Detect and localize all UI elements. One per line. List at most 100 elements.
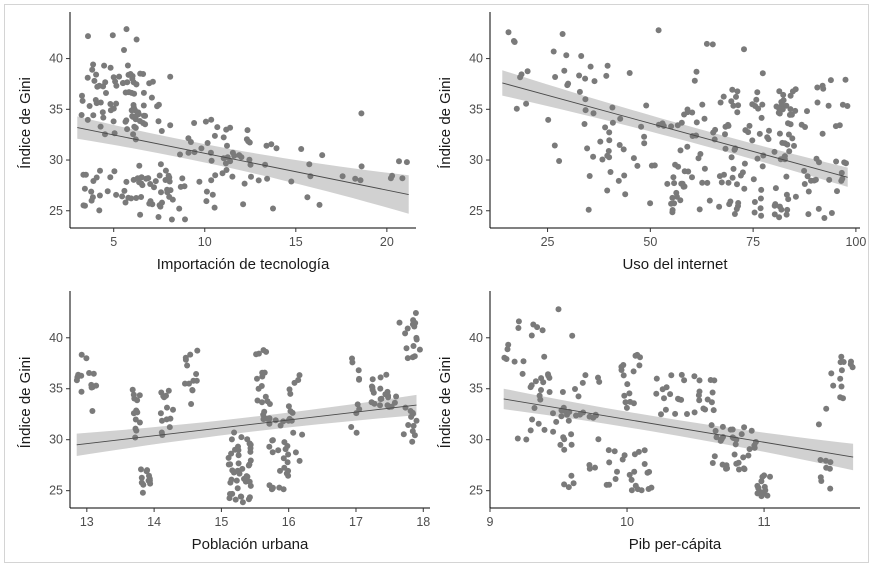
data-point <box>653 390 660 397</box>
data-point <box>184 362 191 369</box>
data-point <box>225 461 232 468</box>
data-point <box>227 491 233 497</box>
data-point <box>299 431 306 438</box>
data-point <box>110 74 117 81</box>
data-point <box>169 196 176 203</box>
data-point <box>156 172 163 179</box>
data-point <box>731 146 738 153</box>
data-point <box>823 405 830 412</box>
data-point <box>828 210 835 216</box>
data-point <box>233 477 240 484</box>
data-point <box>723 465 730 472</box>
data-point <box>546 374 553 381</box>
data-point <box>88 188 95 195</box>
data-point <box>786 148 793 155</box>
data-point <box>198 145 205 152</box>
data-point <box>597 138 604 145</box>
data-point <box>124 79 131 86</box>
data-point <box>631 468 638 475</box>
data-point <box>722 145 729 152</box>
data-point <box>287 390 294 397</box>
data-point <box>131 395 138 402</box>
data-point <box>234 485 241 492</box>
data-point <box>411 323 418 330</box>
data-point <box>651 162 658 169</box>
data-point <box>110 118 117 125</box>
x-tick-label: 10 <box>620 515 634 529</box>
data-point <box>138 180 145 187</box>
data-point <box>269 449 276 456</box>
data-point <box>93 71 100 78</box>
data-point <box>203 198 210 205</box>
data-point <box>223 167 230 173</box>
data-point <box>696 206 703 213</box>
data-point <box>396 319 403 326</box>
data-point <box>220 155 227 162</box>
data-point <box>787 92 794 99</box>
data-point <box>815 421 822 428</box>
data-point <box>607 169 614 175</box>
data-point <box>616 142 623 148</box>
data-point <box>590 414 597 421</box>
data-point <box>605 148 612 154</box>
data-point <box>211 204 218 211</box>
data-point <box>817 474 824 481</box>
data-point <box>269 484 276 491</box>
data-point <box>775 109 782 116</box>
data-point <box>634 162 641 169</box>
data-point <box>517 74 524 81</box>
data-point <box>602 124 609 131</box>
data-point <box>219 170 226 177</box>
data-point <box>779 139 786 146</box>
data-point <box>520 358 527 365</box>
data-point <box>586 173 593 179</box>
data-point <box>746 446 753 453</box>
data-point <box>778 100 785 107</box>
data-point <box>246 461 253 468</box>
data-point <box>134 175 141 182</box>
data-point <box>773 103 780 110</box>
x-tick-label: 11 <box>758 515 771 529</box>
data-point <box>261 369 268 376</box>
data-point <box>140 102 147 109</box>
x-tick-label: 16 <box>282 515 296 529</box>
data-point <box>110 105 116 112</box>
data-point <box>784 206 791 213</box>
data-point <box>163 392 169 399</box>
data-point <box>78 388 85 395</box>
data-point <box>149 78 156 85</box>
data-point <box>559 389 566 395</box>
data-point <box>304 194 311 201</box>
data-point <box>189 387 196 394</box>
x-tick-label: 15 <box>289 235 303 249</box>
data-point <box>730 165 737 172</box>
data-point <box>241 180 248 187</box>
data-point <box>798 121 805 128</box>
data-point <box>771 148 778 155</box>
data-point <box>100 114 107 121</box>
data-point <box>604 62 611 69</box>
y-tick-label: 40 <box>469 52 483 66</box>
data-point <box>716 203 723 210</box>
data-point <box>638 487 645 494</box>
data-point <box>133 36 140 43</box>
data-point <box>202 118 209 125</box>
data-point <box>758 186 765 193</box>
data-point <box>582 372 589 379</box>
data-point <box>804 108 810 115</box>
data-point <box>358 110 365 117</box>
data-point <box>779 106 786 113</box>
data-point <box>223 126 230 133</box>
y-tick-label: 35 <box>469 382 483 396</box>
data-point <box>611 448 618 455</box>
data-point <box>254 375 260 382</box>
data-point <box>263 142 270 149</box>
data-point <box>787 106 794 113</box>
data-point <box>288 178 295 185</box>
data-point <box>778 206 785 213</box>
data-point <box>181 183 188 190</box>
data-point <box>388 403 395 410</box>
data-point <box>560 434 567 441</box>
y-tick-label: 25 <box>49 204 63 218</box>
data-point <box>670 174 677 181</box>
